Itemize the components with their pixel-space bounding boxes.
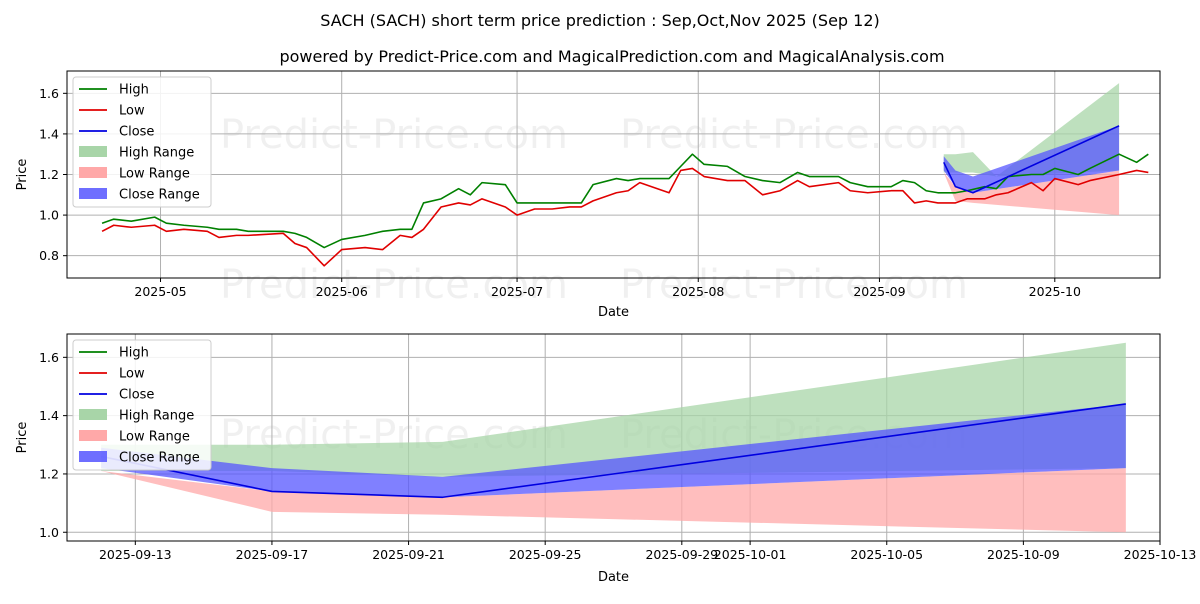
panel-0-watermark: Predict-Price.com (620, 262, 968, 308)
panel-1-legend-label: Close (119, 388, 154, 403)
panel-1-legend-box (72, 339, 212, 471)
panel-0-high-line (101, 153, 1149, 249)
panel-0-x-tick-label: 2025-10 (1029, 284, 1081, 299)
panel-1-legend-label: Close Range (119, 451, 200, 466)
panel-0-close-line (943, 125, 1120, 194)
panel-1-legend: High Low Close High Range Low Range Close Ran… (72, 339, 212, 471)
panel-1-x-tick-label: 2025-10-13 (1124, 547, 1197, 562)
panel-1-legend-label: Low Range (119, 430, 190, 445)
panel-0-legend-label: Low (119, 104, 145, 119)
panel-1-x-tick-label: 2025-09-29 (645, 547, 718, 562)
panel-1-close-line (100, 403, 1126, 499)
panel-1-legend-swatch-close-range (79, 451, 107, 462)
panel-0-x-axis-label: Date (598, 305, 629, 320)
panel-0-low-range-area (943, 170, 1120, 216)
panel-1-x-tick-label: 2025-09-13 (99, 547, 172, 562)
panel-1-y-tick-label: 1.2 (39, 466, 59, 481)
panel-0-x-tick-label: 2025-05 (134, 284, 186, 299)
panel-0-legend-swatch-high-range (79, 146, 107, 157)
panel-0-close-range-area (943, 125, 1120, 193)
panel-0-watermark: Predict-Price.com (620, 112, 968, 158)
chart-title: SACH (SACH) short term price prediction … (320, 11, 880, 30)
chart-subtitle: powered by Predict-Price.com and Magical… (279, 47, 944, 66)
panel-0-axes-frame (66, 70, 1161, 279)
panel-1-x-tick-label: 2025-09-21 (372, 547, 445, 562)
panel-1-x-axis-label: Date (598, 570, 629, 585)
panel-0-y-tick-label: 1.0 (39, 208, 59, 223)
panel-0-legend-label: Low Range (119, 167, 190, 182)
panel-1-legend-swatch-high-range (79, 409, 107, 420)
forecast-panel: Predict-Price.comPredict-Price.com2025-0… (15, 333, 1197, 585)
panel-1-close-range-area (101, 403, 1126, 498)
panel-1-legend-label: Low (119, 367, 145, 382)
panel-0-legend-label: Close Range (119, 188, 200, 203)
panel-1-y-axis-label: Price (15, 422, 30, 454)
panel-1-x-tick-label: 2025-10-01 (714, 547, 787, 562)
panel-0-x-tick-label: 2025-08 (672, 284, 724, 299)
panel-1-legend-label: High Range (119, 409, 194, 424)
panel-0-y-tick-label: 1.2 (39, 167, 59, 182)
panel-0-y-tick-label: 1.4 (39, 126, 59, 141)
history-panel: Predict-Price.com Predict-Price.com Predic… (15, 70, 1161, 320)
panel-1-axes-frame (66, 333, 1161, 542)
panel-0-x-tick-label: 2025-09 (853, 284, 905, 299)
panel-0-legend-swatch-low-range (79, 167, 107, 178)
panel-1-legend-swatch-low-range (79, 430, 107, 441)
panel-0-low-line (101, 167, 1149, 267)
panel-0-legend-label: High (119, 83, 149, 98)
panel-1-x-tick-label: 2025-10-09 (987, 547, 1060, 562)
panel-1-x-tick-label: 2025-10-05 (850, 547, 923, 562)
panel-1-y-tick-label: 1.4 (39, 408, 59, 423)
panel-0-x-tick-label: 2025-06 (316, 284, 368, 299)
panel-1-legend-label: High (119, 346, 149, 361)
panel-0-legend-label: High Range (119, 146, 194, 161)
panel-1-x-tick-label: 2025-09-25 (509, 547, 582, 562)
panel-0-legend-box (72, 76, 212, 208)
panel-0-watermark: Predict-Price.com (220, 112, 568, 158)
panel-0-y-tick-label: 1.6 (39, 86, 59, 101)
panel-0-y-tick-label: 0.8 (39, 248, 59, 263)
panel-0-x-tick-label: 2025-07 (491, 284, 543, 299)
panel-1-y-tick-label: 1.0 (39, 525, 59, 540)
panel-1-low-range-area (101, 468, 1126, 533)
panel-0-legend-swatch-close-range (79, 188, 107, 199)
panel-0-legend-label: Close (119, 125, 154, 140)
panel-1-y-tick-label: 1.6 (39, 350, 59, 365)
panel-0-y-axis-label: Price (15, 159, 30, 191)
panel-1-x-tick-label: 2025-09-17 (236, 547, 309, 562)
panel-0-watermark: Predict-Price.com (220, 262, 568, 308)
panel-0-legend: High Low Close High Range Low Range Close Ran… (72, 76, 212, 208)
